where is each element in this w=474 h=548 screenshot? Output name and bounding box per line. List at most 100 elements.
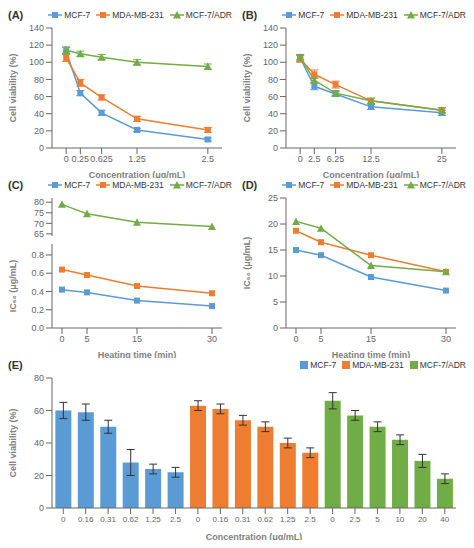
svg-text:0.31: 0.31 — [100, 515, 116, 524]
svg-text:120: 120 — [29, 40, 44, 50]
svg-text:0: 0 — [61, 515, 66, 524]
svg-text:40: 40 — [34, 109, 44, 119]
svg-text:60: 60 — [268, 92, 278, 102]
svg-text:0.0: 0.0 — [31, 323, 44, 333]
svg-text:2.5: 2.5 — [308, 154, 321, 164]
svg-text:5: 5 — [318, 334, 323, 344]
svg-text:60: 60 — [34, 406, 44, 416]
html-text:MDA-MB-231: MDA-MB-231 — [112, 10, 164, 20]
svg-text:5: 5 — [273, 297, 278, 307]
html-text:MCF-7: MCF-7 — [310, 360, 337, 370]
svg-text:0: 0 — [298, 154, 303, 164]
svg-text:0: 0 — [64, 154, 69, 164]
svg-text:75: 75 — [34, 208, 44, 218]
svg-text:Concentration (μg/mL): Concentration (μg/mL) — [323, 170, 420, 178]
svg-text:70: 70 — [34, 219, 44, 229]
svg-text:2.5: 2.5 — [202, 154, 215, 164]
svg-text:10: 10 — [395, 515, 404, 524]
svg-text:40: 40 — [34, 438, 44, 448]
svg-text:80: 80 — [34, 75, 44, 85]
html-text:MCF-7/ADR: MCF-7/ADR — [185, 180, 232, 190]
svg-text:80: 80 — [268, 75, 278, 85]
svg-text:IC₅₀ (μg/mL): IC₅₀ (μg/mL) — [8, 260, 18, 313]
svg-text:0.16: 0.16 — [78, 515, 94, 524]
svg-text:0: 0 — [293, 334, 298, 344]
svg-text:80: 80 — [34, 373, 44, 383]
svg-text:2.5: 2.5 — [170, 515, 182, 524]
html-text:MCF-7/ADR: MCF-7/ADR — [419, 180, 466, 190]
html-text:(D): (D) — [242, 179, 258, 191]
html-text:MDA-MB-231: MDA-MB-231 — [346, 180, 398, 190]
svg-text:0.8: 0.8 — [31, 250, 44, 260]
svg-text:25: 25 — [268, 193, 278, 203]
svg-text:15: 15 — [366, 334, 376, 344]
svg-text:0: 0 — [196, 515, 201, 524]
svg-text:1.25: 1.25 — [280, 515, 296, 524]
svg-text:12.5: 12.5 — [362, 154, 380, 164]
svg-text:0: 0 — [39, 503, 44, 513]
svg-text:100: 100 — [29, 57, 44, 67]
svg-text:20: 20 — [268, 219, 278, 229]
html-text:MDA-MB-231: MDA-MB-231 — [112, 180, 164, 190]
svg-text:30: 30 — [441, 334, 451, 344]
svg-text:20: 20 — [34, 471, 44, 481]
svg-text:2.5: 2.5 — [305, 515, 317, 524]
svg-text:100: 100 — [263, 57, 278, 67]
svg-text:Concentration (μg/mL): Concentration (μg/mL) — [206, 532, 303, 540]
svg-text:Cell viability (%): Cell viability (%) — [8, 53, 18, 122]
svg-text:15: 15 — [268, 245, 278, 255]
svg-text:0.16: 0.16 — [213, 515, 229, 524]
svg-text:Heating time (min): Heating time (min) — [332, 350, 411, 358]
svg-text:0: 0 — [39, 143, 44, 153]
svg-text:0.2: 0.2 — [31, 305, 44, 315]
svg-text:Cell viability (%): Cell viability (%) — [242, 53, 252, 122]
svg-text:20: 20 — [34, 126, 44, 136]
svg-text:Concentration (μg/mL): Concentration (μg/mL) — [89, 170, 186, 178]
svg-text:0.4: 0.4 — [31, 287, 44, 297]
html-text:(E): (E) — [8, 359, 23, 371]
svg-text:20: 20 — [268, 126, 278, 136]
svg-text:0: 0 — [330, 515, 335, 524]
html-text:MCF-7/ADR: MCF-7/ADR — [419, 10, 466, 20]
html-text:(A): (A) — [8, 9, 24, 21]
svg-text:Heating time (min): Heating time (min) — [98, 350, 177, 358]
html-text:(C): (C) — [8, 179, 24, 191]
svg-text:0.6: 0.6 — [31, 268, 44, 278]
html-text:(B): (B) — [242, 9, 258, 21]
svg-text:40: 40 — [440, 515, 449, 524]
svg-text:65: 65 — [34, 229, 44, 239]
html-text:MCF-7: MCF-7 — [298, 180, 325, 190]
svg-text:0.25: 0.25 — [72, 154, 90, 164]
svg-text:2.5: 2.5 — [349, 515, 361, 524]
html-text:MCF-7/ADR: MCF-7/ADR — [185, 10, 232, 20]
svg-text:0.31: 0.31 — [235, 515, 251, 524]
svg-text:Cell viability (%): Cell viability (%) — [8, 408, 18, 477]
svg-text:0.62: 0.62 — [257, 515, 273, 524]
html-text:MCF-7: MCF-7 — [64, 10, 91, 20]
svg-text:0.625: 0.625 — [90, 154, 113, 164]
html-text:MCF-7: MCF-7 — [298, 10, 325, 20]
html-text:MCF-7: MCF-7 — [64, 180, 91, 190]
svg-text:60: 60 — [34, 92, 44, 102]
svg-text:40: 40 — [268, 109, 278, 119]
svg-text:5: 5 — [84, 334, 89, 344]
svg-text:15: 15 — [132, 334, 142, 344]
svg-text:IC₅₀ (μg/mL): IC₅₀ (μg/mL) — [242, 237, 252, 290]
svg-text:30: 30 — [207, 334, 217, 344]
svg-text:0: 0 — [59, 334, 64, 344]
svg-text:120: 120 — [263, 40, 278, 50]
svg-text:140: 140 — [263, 23, 278, 33]
svg-text:20: 20 — [418, 515, 427, 524]
svg-text:80: 80 — [34, 197, 44, 207]
svg-text:5: 5 — [375, 515, 380, 524]
svg-text:140: 140 — [29, 23, 44, 33]
svg-text:10: 10 — [268, 271, 278, 281]
svg-text:6.25: 6.25 — [327, 154, 345, 164]
svg-text:1.25: 1.25 — [128, 154, 146, 164]
svg-text:25: 25 — [437, 154, 447, 164]
svg-text:0: 0 — [273, 323, 278, 333]
html-text:MDA-MB-231: MDA-MB-231 — [346, 10, 398, 20]
svg-text:1.25: 1.25 — [145, 515, 161, 524]
svg-text:0.62: 0.62 — [123, 515, 139, 524]
svg-text:0: 0 — [273, 143, 278, 153]
